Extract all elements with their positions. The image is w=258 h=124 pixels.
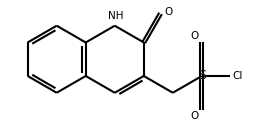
Text: O: O [164,7,172,17]
Text: S: S [198,69,206,82]
Text: O: O [190,31,198,41]
Text: O: O [190,111,198,121]
Text: Cl: Cl [232,71,243,81]
Text: S: S [198,69,206,82]
Text: NH: NH [108,11,123,21]
